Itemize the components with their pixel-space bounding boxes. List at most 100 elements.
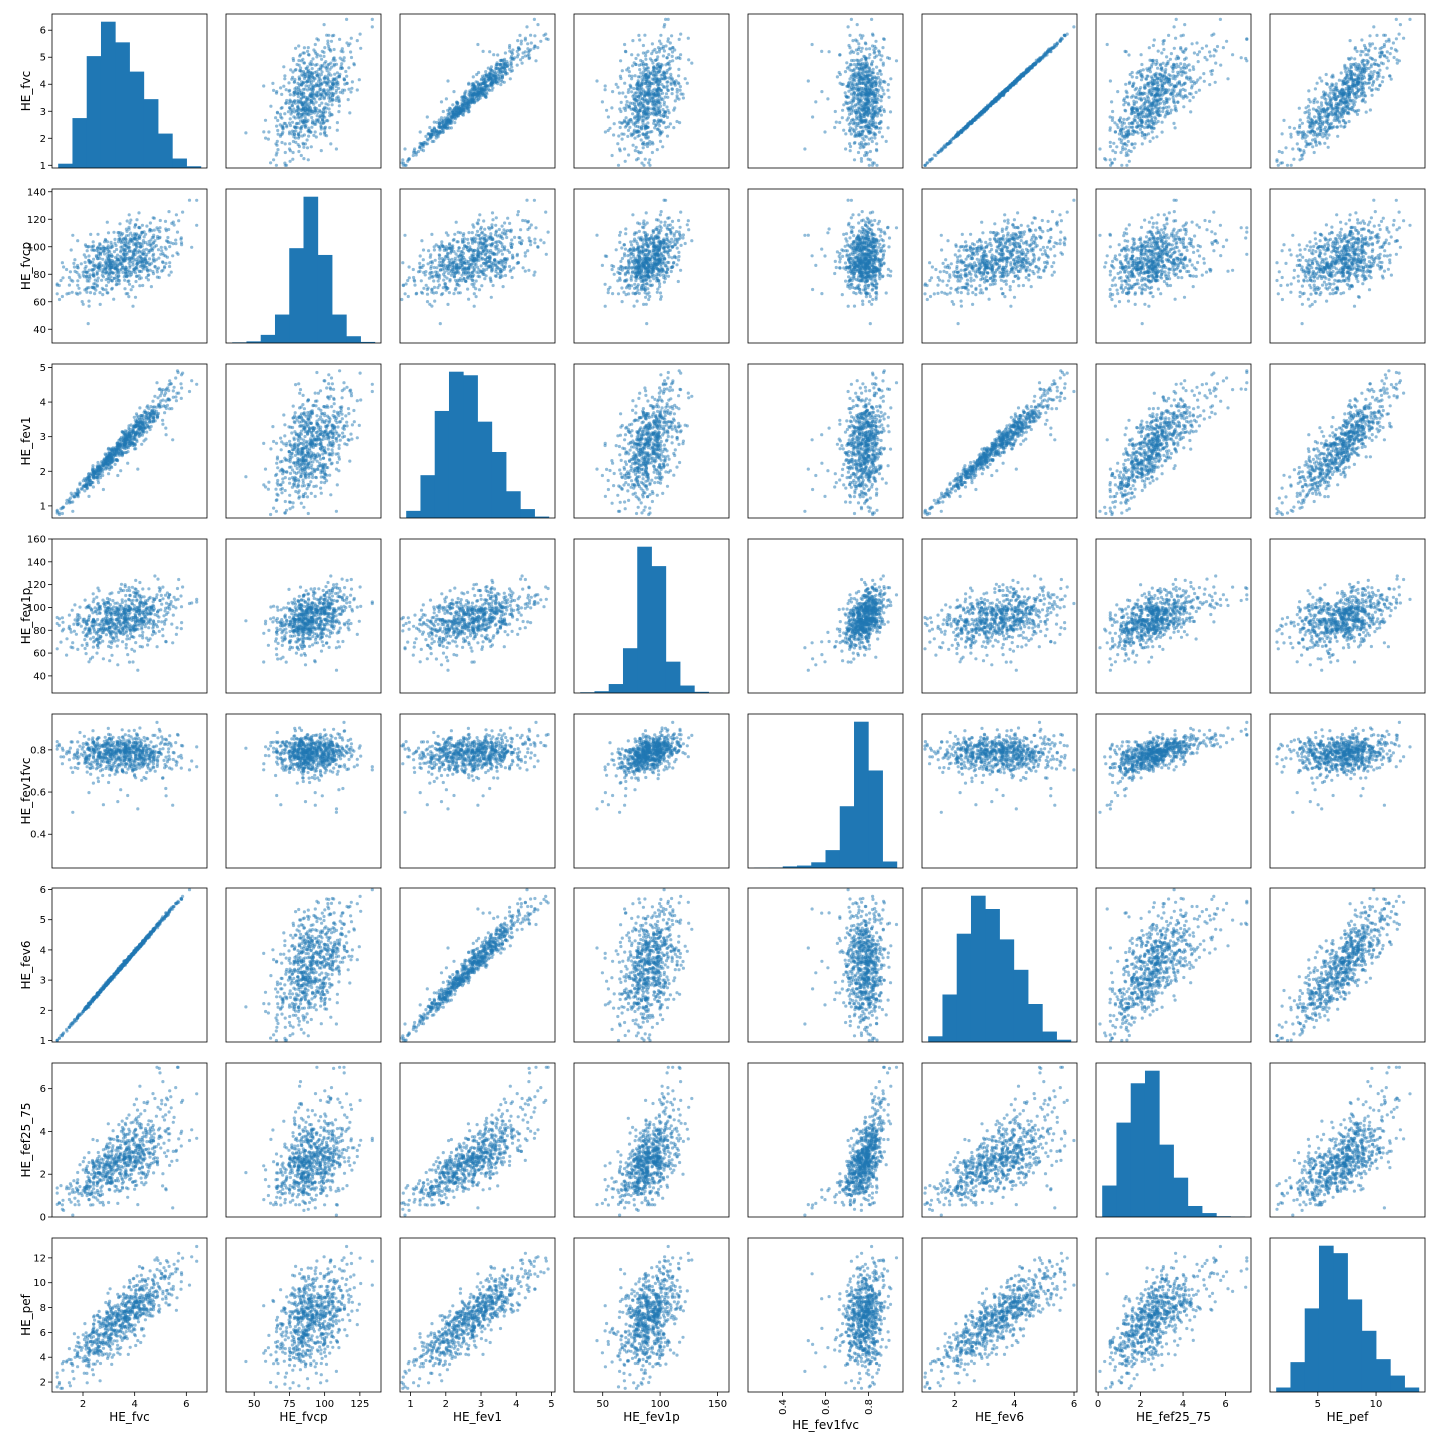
scatter-point: [651, 141, 654, 144]
scatter-point: [630, 53, 633, 56]
scatter-point: [1145, 67, 1148, 70]
scatter-point: [1301, 122, 1304, 125]
scatter-point: [1124, 83, 1127, 86]
scatter-point: [1135, 96, 1138, 99]
scatter-point: [885, 140, 888, 143]
scatter-point: [1163, 39, 1166, 42]
scatter-point: [823, 130, 826, 133]
scatter-point: [476, 43, 479, 46]
scatter-point: [320, 149, 323, 152]
scatter-point: [1124, 142, 1127, 145]
scatter-point: [636, 125, 639, 128]
scatter-point: [1106, 43, 1109, 46]
scatter-point: [501, 70, 504, 73]
scatter-point: [1182, 34, 1185, 37]
scatter-point: [863, 82, 866, 85]
scatter-point: [618, 147, 621, 150]
scatter-point: [267, 138, 270, 141]
scatter-point: [314, 43, 317, 46]
scatter-point: [244, 131, 247, 134]
scatter-point: [440, 129, 443, 132]
scatter-point: [1175, 18, 1178, 21]
scatter-point: [296, 126, 299, 129]
scatter-point: [1164, 68, 1167, 71]
scatter-point: [1199, 76, 1202, 79]
scatter-point: [660, 89, 663, 92]
scatter-point: [1399, 23, 1402, 26]
scatter-point: [483, 82, 486, 85]
scatter-point: [1111, 119, 1114, 122]
scatter-point: [455, 109, 458, 112]
scatter-point: [1159, 102, 1162, 105]
scatter-point: [847, 25, 850, 28]
scatter-point: [1150, 106, 1153, 109]
scatter-point: [852, 96, 855, 99]
scatter-point: [623, 43, 626, 46]
scatter-point: [311, 73, 314, 76]
scatter-point: [1170, 52, 1173, 55]
scatter-point: [352, 62, 355, 65]
scatter-point: [1145, 112, 1148, 115]
scatter-point: [876, 111, 879, 114]
scatter-point: [1370, 65, 1373, 68]
scatter-point: [871, 77, 874, 80]
scatter-point: [657, 46, 660, 49]
scatter-point: [636, 131, 639, 134]
scatter-point: [860, 37, 863, 40]
scatter-point: [324, 81, 327, 84]
scatter-point: [440, 100, 443, 103]
scatter-point: [333, 48, 336, 51]
scatter-point: [845, 102, 848, 105]
scatter-point: [866, 91, 869, 94]
scatter-point: [1177, 65, 1180, 68]
scatter-point: [1156, 81, 1159, 84]
scatter-point: [285, 101, 288, 104]
scatter-point: [1150, 93, 1153, 96]
scatter-point: [296, 122, 299, 125]
scatter-point: [1159, 98, 1162, 101]
scatter-point: [1179, 62, 1182, 65]
scatter-point: [637, 157, 640, 160]
scatter-point: [630, 120, 633, 123]
scatter-point: [861, 47, 864, 50]
scatter-point: [853, 158, 856, 161]
scatter-point: [280, 93, 283, 96]
scatter-point: [315, 63, 318, 66]
scatter-point: [1182, 70, 1185, 73]
scatter-point: [403, 147, 406, 150]
scatter-point: [326, 82, 329, 85]
scatter-point: [1155, 59, 1158, 62]
scatter-point: [642, 146, 645, 149]
scatter-point: [327, 103, 330, 106]
scatter-point: [288, 132, 291, 135]
scatter-point: [303, 46, 306, 49]
scatter-point: [1203, 80, 1206, 83]
scatter-point: [472, 75, 475, 78]
scatter-point: [336, 71, 339, 74]
scatter-point: [295, 86, 298, 89]
scatter-point: [1150, 82, 1153, 85]
scatter-point: [371, 25, 374, 28]
scatter-point: [1135, 87, 1138, 90]
scatter-point: [289, 93, 292, 96]
scatter-point: [1214, 62, 1217, 65]
scatter-point: [845, 85, 848, 88]
scatter-point: [1165, 97, 1168, 100]
scatter-point: [820, 90, 823, 93]
scatter-point: [866, 114, 869, 117]
scatter-point: [847, 107, 850, 110]
scatter-point: [641, 102, 644, 105]
scatter-point: [857, 151, 860, 154]
scatter-point: [304, 121, 307, 124]
scatter-point: [1172, 122, 1175, 125]
scatter-point: [1298, 126, 1301, 129]
scatter-point: [1167, 34, 1170, 37]
scatter-point: [1183, 82, 1186, 85]
scatter-point: [673, 81, 676, 84]
scatter-point: [1197, 60, 1200, 63]
scatter-point: [1172, 64, 1175, 67]
scatter-point: [504, 69, 507, 72]
scatter-point: [1049, 50, 1052, 53]
scatter-point: [307, 46, 310, 49]
scatter-point: [494, 67, 497, 70]
